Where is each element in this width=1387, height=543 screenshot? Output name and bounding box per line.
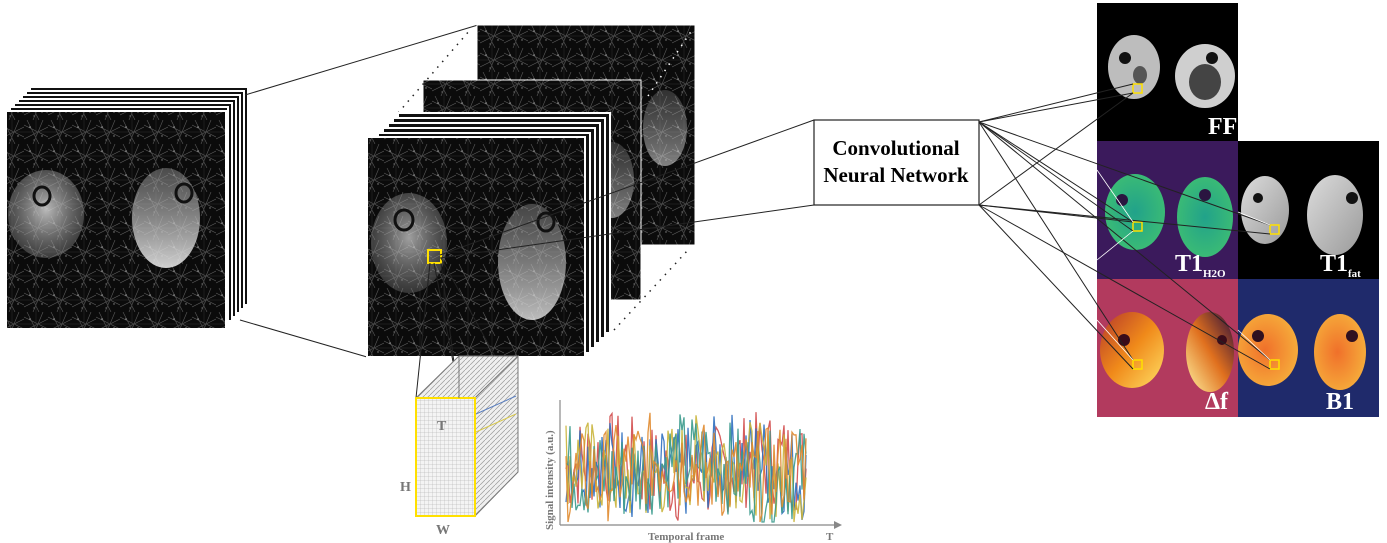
- signal-plot: Signal intensity (a.u.) Temporal frame T: [544, 400, 842, 543]
- x-axis-arrow-icon: [834, 521, 842, 529]
- temporal-frame-stack: [366, 24, 696, 359]
- signal-plot-axis-end: T: [826, 531, 834, 543]
- cnn-label-line1: Convolutional: [832, 136, 959, 160]
- map-ff: FF: [1097, 3, 1238, 141]
- signal-trace: [565, 411, 807, 521]
- map-t1h2o-subscript: H2O: [1203, 268, 1226, 280]
- signal-trace: [565, 412, 807, 523]
- cnn-output-connectors: [978, 83, 1271, 370]
- signal-plot-xlabel: Temporal frame: [648, 531, 724, 543]
- map-t1h2o: T1 H2O: [1097, 141, 1238, 280]
- map-b1-label: B1: [1326, 389, 1354, 415]
- in-map-connector-segments: [1096, 169, 1271, 361]
- map-t1fat-label: T1: [1320, 251, 1348, 277]
- map-t1fat: T1 fat: [1238, 141, 1379, 280]
- cnn-block: Convolutional Neural Network: [813, 119, 980, 206]
- cnn-label-line2: Neural Network: [823, 163, 969, 187]
- cube-axis-w-label: W: [436, 523, 450, 538]
- cube-axis-t-label: T: [437, 419, 447, 434]
- map-ff-label: FF: [1208, 114, 1237, 140]
- map-df: Δf: [1097, 279, 1238, 417]
- voxel-cube: T H W: [400, 354, 520, 538]
- map-b1: B1: [1238, 279, 1379, 417]
- map-t1fat-subscript: fat: [1348, 268, 1361, 280]
- map-t1h2o-label: T1: [1175, 251, 1203, 277]
- signal-series-group: [565, 411, 807, 523]
- voxel-front-face: [415, 397, 476, 517]
- temporal-frame-front: [366, 136, 586, 358]
- parametric-maps: FF T1 H2O T1 fat: [1097, 3, 1379, 417]
- raw-image-stack: [5, 86, 249, 330]
- map-df-label: Δf: [1205, 389, 1229, 415]
- signal-plot-ylabel: Signal intensity (a.u.): [544, 430, 556, 530]
- cube-axis-h-label: H: [400, 480, 411, 495]
- raw-image-front: [5, 110, 227, 330]
